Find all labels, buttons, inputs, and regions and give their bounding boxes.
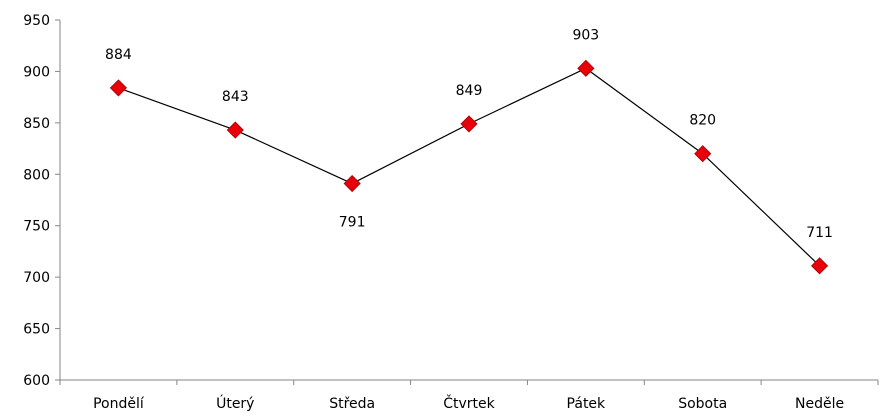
x-tick-label: Úterý bbox=[216, 394, 254, 412]
data-label: 903 bbox=[572, 27, 599, 43]
data-point-marker bbox=[694, 145, 712, 163]
data-label: 820 bbox=[689, 113, 716, 129]
x-tick-label: Pátek bbox=[567, 396, 606, 412]
y-tick-label: 650 bbox=[23, 322, 50, 338]
data-label: 884 bbox=[105, 47, 132, 63]
y-tick-label: 850 bbox=[23, 116, 50, 132]
data-label: 711 bbox=[806, 225, 833, 241]
data-point-marker bbox=[460, 115, 478, 133]
series-layer bbox=[109, 59, 829, 275]
y-tick-label: 600 bbox=[23, 373, 50, 389]
y-tick-label: 900 bbox=[23, 64, 50, 80]
data-label: 849 bbox=[456, 83, 483, 99]
data-point-marker bbox=[226, 121, 244, 139]
x-tick-label: Sobota bbox=[678, 396, 727, 412]
data-point-marker bbox=[811, 257, 829, 275]
x-tick-label: Pondělí bbox=[93, 396, 145, 412]
data-label: 843 bbox=[222, 89, 249, 105]
data-point-marker bbox=[577, 59, 595, 77]
data-point-marker bbox=[109, 79, 127, 97]
data-label: 791 bbox=[339, 215, 366, 231]
data-point-marker bbox=[343, 174, 361, 193]
y-tick-label: 950 bbox=[23, 13, 50, 29]
axes: 600 650 700 750 800 850 900 950 Pondělí Úterý Stře… bbox=[23, 13, 879, 412]
y-tick-label: 750 bbox=[23, 219, 50, 235]
labels-layer: 884 843 791 849 903 820 711 bbox=[105, 27, 833, 240]
y-tick-label: 800 bbox=[23, 167, 50, 183]
y-tick-label: 700 bbox=[23, 270, 50, 286]
x-tick-label: Neděle bbox=[795, 396, 844, 412]
x-tick-label: Čtvrtek bbox=[443, 394, 495, 412]
x-tick-label: Středa bbox=[329, 396, 375, 412]
